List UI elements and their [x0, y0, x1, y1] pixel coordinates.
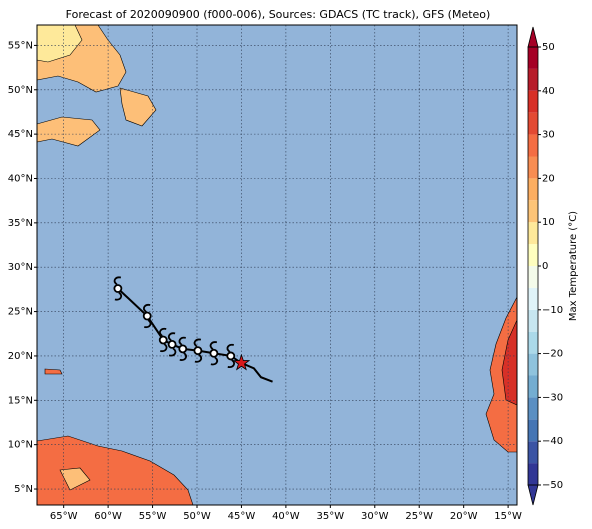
- x-tick-label: 40°W: [272, 511, 300, 522]
- track-line: [117, 287, 273, 383]
- x-tick-label: 30°W: [361, 511, 389, 522]
- nova-scotia: [36, 116, 101, 147]
- storm-eye: [209, 348, 219, 358]
- colorbar-band: [528, 68, 538, 91]
- colorbar-band: [528, 309, 538, 332]
- storm-arm: [226, 343, 235, 368]
- storm-symbol: [193, 338, 203, 363]
- chart-title: Forecast of 2020090900 (f000-006), Sourc…: [66, 8, 491, 21]
- storm-eye: [113, 284, 123, 293]
- y-tick-label: 25°N: [8, 307, 33, 318]
- x-tick-label: 45°W: [228, 511, 256, 522]
- storm-symbol: [209, 341, 219, 366]
- colorbar-band: [528, 112, 538, 135]
- colorbar-band: [528, 375, 538, 398]
- storm-eye: [142, 311, 152, 321]
- y-tick-label: 55°N: [8, 40, 33, 51]
- colorbar-band: [528, 178, 538, 201]
- storm-arm: [159, 327, 168, 353]
- cuba: [44, 368, 63, 375]
- colorbar-band: [528, 463, 538, 485]
- colorbar-band: [528, 47, 538, 69]
- storm-arm: [178, 336, 187, 361]
- y-tick-label: 40°N: [8, 173, 33, 184]
- colorbar-tick-label: 10: [542, 217, 555, 228]
- storm-eye: [193, 346, 203, 356]
- y-tick-label: 20°N: [8, 351, 33, 362]
- colorbar-label: Max Temperature (°C): [568, 211, 579, 321]
- map-frame: [36, 24, 518, 506]
- colorbar-band: [528, 200, 538, 223]
- x-tick-label: 65°W: [50, 511, 78, 522]
- y-tick-label: 15°N: [8, 395, 33, 406]
- colorbar-tick-label: 30: [542, 130, 555, 141]
- colorbar-band: [528, 419, 538, 442]
- y-tick-label: 50°N: [8, 85, 33, 96]
- y-tick-label: 45°N: [8, 129, 33, 140]
- colorbar-tick-label: −40: [542, 436, 563, 447]
- x-tick-label: 35°W: [317, 511, 345, 522]
- colorbar-band: [528, 134, 538, 157]
- y-tick-label: 10°N: [8, 440, 33, 451]
- storm-arm: [209, 341, 219, 366]
- colorbar-band: [528, 397, 538, 420]
- storm-arm: [167, 332, 177, 357]
- x-tick-label: 20°W: [450, 511, 478, 522]
- storm-symbol: [167, 332, 177, 357]
- y-tick-label: 30°N: [8, 262, 33, 273]
- colorbar-band: [528, 222, 538, 245]
- storm-symbol: [178, 336, 188, 361]
- colorbar-tick-label: 50: [542, 42, 555, 53]
- colorbar-band: [528, 353, 538, 376]
- colorbar-tick-label: 40: [542, 86, 555, 97]
- storm-eye: [158, 335, 168, 345]
- africa: [485, 296, 518, 453]
- colorbar-tick-label: −50: [542, 480, 563, 491]
- land: [36, 24, 518, 506]
- colorbar-extend-top: [527, 26, 539, 48]
- storm-symbol: [226, 343, 236, 368]
- ocean: [37, 25, 517, 505]
- x-tick-label: 60°W: [94, 511, 122, 522]
- south-america-inland: [59, 467, 91, 491]
- storm-arm: [143, 303, 152, 329]
- y-tick-label: 35°N: [8, 218, 33, 229]
- colorbar-tick-label: −30: [542, 392, 563, 403]
- colorbar-extend-bottom: [527, 484, 539, 506]
- colorbar-tick-label: −10: [542, 305, 563, 316]
- storm-arm: [113, 276, 123, 301]
- storm-symbol: [113, 276, 123, 301]
- storm-arm: [193, 338, 203, 363]
- colorbar-band: [528, 441, 538, 464]
- colorbar-band: [528, 287, 538, 310]
- y-tick-label: 5°N: [14, 484, 33, 495]
- x-tick-label: 15°W: [494, 511, 522, 522]
- colorbar-band: [528, 90, 538, 113]
- storm-eye: [178, 344, 188, 354]
- colorbar-band: [528, 331, 538, 354]
- x-tick-label: 55°W: [139, 511, 167, 522]
- x-tick-label: 50°W: [183, 511, 211, 522]
- colorbar-band: [528, 244, 538, 266]
- colorbar-band: [528, 266, 538, 288]
- storm-symbol: [158, 327, 168, 353]
- x-tick-label: 25°W: [405, 511, 433, 522]
- storm-eye: [167, 340, 177, 349]
- colorbar-tick-label: 20: [542, 173, 555, 184]
- colorbar-band: [528, 156, 538, 179]
- newfoundland: [119, 87, 157, 127]
- storm-eye: [226, 351, 236, 361]
- current-position: [232, 353, 251, 371]
- storm-symbol: [142, 303, 152, 329]
- colorbar-tick-label: −20: [542, 349, 563, 360]
- colorbar-tick-label: 0: [542, 261, 548, 272]
